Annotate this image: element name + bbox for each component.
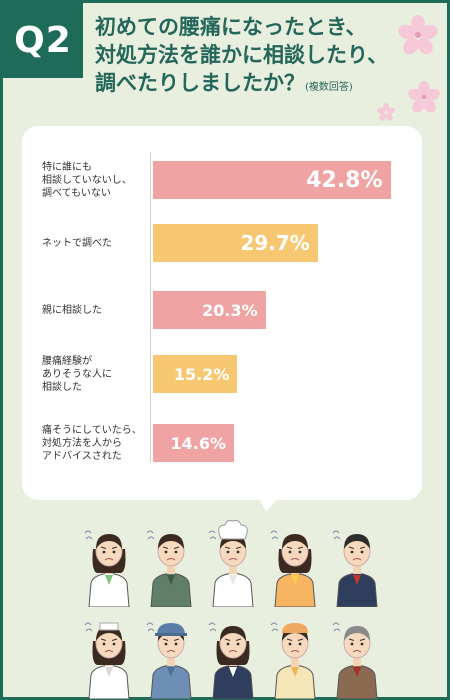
question-badge: Q2 xyxy=(3,3,83,78)
category-label: 特に誰にも 相談していないし、 調べてもいない xyxy=(42,161,132,199)
person-nurse-icon xyxy=(84,622,130,699)
question-title-line-1: 初めての腰痛になったとき、 xyxy=(95,15,367,39)
person-shop-woman-apron-icon xyxy=(270,530,316,607)
bar-value-label: 20.3% xyxy=(202,300,258,320)
sakura-icon xyxy=(398,15,438,55)
sakura-icon xyxy=(377,103,395,121)
sakura-icon xyxy=(408,81,440,113)
bar: 15.2% xyxy=(153,355,238,393)
person-businessman-icon xyxy=(332,530,378,607)
question-header: Q2 初めての腰痛になったとき、 対処方法を誰かに相談したり、 調べたりしました… xyxy=(3,3,447,121)
chart-axis-line xyxy=(150,152,151,462)
bar: 14.6% xyxy=(153,424,235,462)
person-worker-man-green-vest-icon xyxy=(146,530,192,607)
bar-value-label: 29.7% xyxy=(240,231,310,255)
question-title: 初めての腰痛になったとき、 対処方法を誰かに相談したり、 調べたりしましたか？(… xyxy=(95,13,435,102)
bar-value-label: 14.6% xyxy=(170,433,227,453)
person-older-businessman-icon xyxy=(332,622,378,699)
person-office-woman-vest-icon xyxy=(208,622,254,699)
category-label: 腰痛経験が ありそうな人に 相談した xyxy=(42,355,112,393)
category-label: ネットで調べた xyxy=(42,237,112,249)
bar: 42.8% xyxy=(153,161,391,199)
speech-bubble-tail xyxy=(258,496,280,512)
multiple-answer-note: (複数回答) xyxy=(305,82,353,93)
category-label: 痛そうにしていたら、 対処方法を人から アドバイスされた xyxy=(42,424,142,462)
person-cook-woman-icon xyxy=(270,622,316,699)
bar: 29.7% xyxy=(153,224,318,262)
question-title-line-3: 調べたりしましたか？(複数回答) xyxy=(95,69,435,102)
bar-value-label: 15.2% xyxy=(173,364,230,384)
question-title-line-3-text: 調べたりしましたか？ xyxy=(95,71,305,95)
bar-value-label: 42.8% xyxy=(306,167,383,193)
people-illustration xyxy=(0,515,450,700)
bar: 20.3% xyxy=(153,291,266,329)
question-title-line-2: 対処方法を誰かに相談したり、 xyxy=(95,43,389,67)
category-label: 親に相談した xyxy=(42,304,102,316)
person-factory-worker-cap-icon xyxy=(146,622,192,699)
person-office-woman-icon xyxy=(84,530,130,607)
person-chef-icon xyxy=(208,520,254,607)
